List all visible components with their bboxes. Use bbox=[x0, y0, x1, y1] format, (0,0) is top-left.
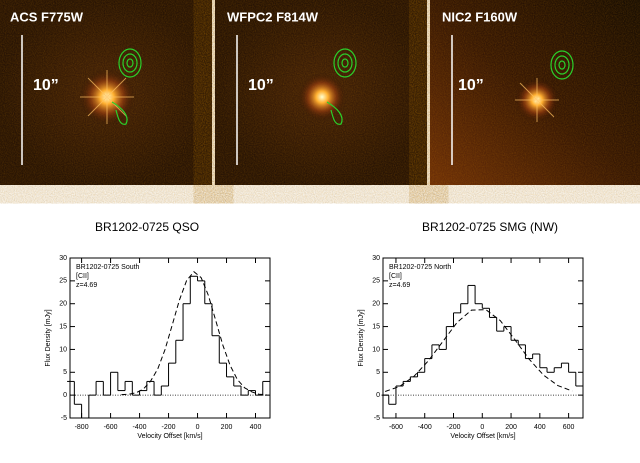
y-tick-label: 15 bbox=[59, 323, 67, 330]
plot-title: BR1202-0725 QSO bbox=[95, 220, 199, 234]
x-tick-label: -200 bbox=[446, 424, 460, 431]
image-label: NIC2 F160W bbox=[442, 9, 518, 24]
plot-frame bbox=[382, 257, 584, 419]
y-tick-label: 0 bbox=[63, 392, 67, 399]
x-tick-label: 400 bbox=[534, 424, 546, 431]
x-axis-label: Velocity Offset [km/s] bbox=[137, 433, 202, 440]
x-tick-label: -200 bbox=[162, 424, 176, 431]
x-tick-label: 0 bbox=[480, 424, 484, 431]
x-tick-label: 400 bbox=[250, 424, 262, 431]
y-tick-label: 5 bbox=[63, 369, 67, 376]
x-tick-label: -600 bbox=[389, 424, 403, 431]
y-tick-label: 10 bbox=[372, 346, 380, 353]
y-tick-label: 5 bbox=[376, 369, 380, 376]
x-tick-label: 200 bbox=[221, 424, 233, 431]
y-tick-label: 10 bbox=[59, 346, 67, 353]
x-axis-label: Velocity Offset [km/s] bbox=[450, 433, 515, 440]
annotation: z=4.69 bbox=[389, 282, 410, 289]
x-tick-label: -600 bbox=[104, 424, 118, 431]
annotation: [CII] bbox=[389, 273, 402, 280]
y-tick-label: 30 bbox=[372, 255, 380, 262]
scale-label: 10” bbox=[458, 77, 484, 94]
y-tick-label: 20 bbox=[372, 301, 380, 308]
image-panel: NIC2 F160W 10” bbox=[430, 0, 640, 185]
y-tick-label: -5 bbox=[374, 415, 380, 422]
y-tick-label: 30 bbox=[59, 255, 67, 262]
x-tick-label: 200 bbox=[505, 424, 517, 431]
plot-frame bbox=[69, 257, 271, 419]
x-tick-label: -800 bbox=[75, 424, 89, 431]
x-tick-label: 0 bbox=[196, 424, 200, 431]
scale-label: 10” bbox=[33, 77, 59, 94]
x-tick-label: 600 bbox=[563, 424, 575, 431]
fit-line bbox=[384, 309, 573, 392]
annotation: BR1202-0725 North bbox=[389, 264, 451, 271]
y-axis-label: Flux Density [mJy] bbox=[358, 309, 365, 366]
image-panel: ACS F775W 10” bbox=[0, 0, 212, 185]
y-tick-label: 15 bbox=[372, 323, 380, 330]
x-tick-label: -400 bbox=[133, 424, 147, 431]
annotation: [CII] bbox=[76, 273, 89, 280]
annotation: BR1202-0725 South bbox=[76, 264, 140, 271]
plot-title: BR1202-0725 SMG (NW) bbox=[422, 220, 558, 234]
image-label: WFPC2 F814W bbox=[227, 9, 319, 24]
fit-line bbox=[121, 271, 267, 396]
y-tick-label: 25 bbox=[59, 278, 67, 285]
image-label: ACS F775W bbox=[10, 9, 84, 24]
y-tick-label: -5 bbox=[61, 415, 67, 422]
y-tick-label: 20 bbox=[59, 301, 67, 308]
x-tick-label: -400 bbox=[418, 424, 432, 431]
annotation: z=4.69 bbox=[76, 282, 97, 289]
y-tick-label: 25 bbox=[372, 278, 380, 285]
image-panel: WFPC2 F814W 10” bbox=[215, 0, 427, 185]
scale-label: 10” bbox=[248, 77, 274, 94]
y-tick-label: 0 bbox=[376, 392, 380, 399]
y-axis-label: Flux Density [mJy] bbox=[45, 309, 52, 366]
